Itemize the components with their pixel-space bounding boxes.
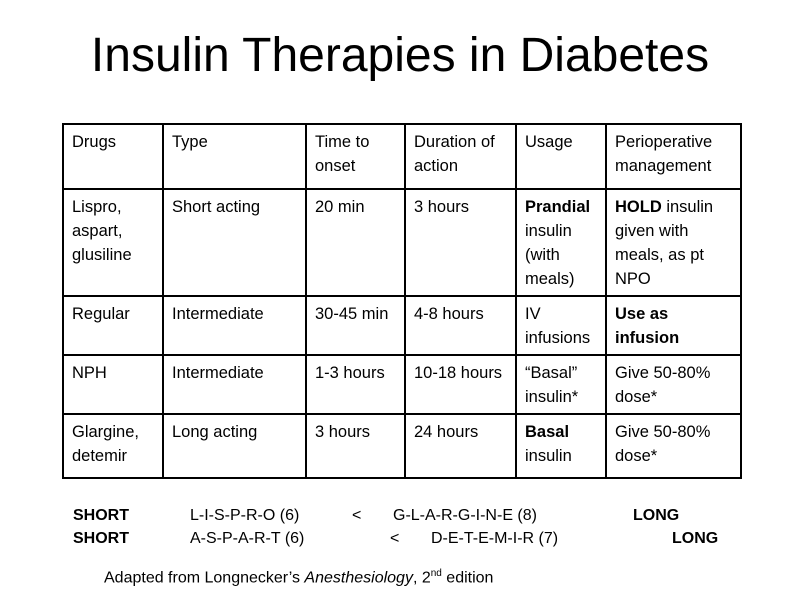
periop-text: insulin given with meals, as pt NPO (615, 198, 714, 288)
less-than-symbol: < (390, 530, 400, 547)
source-citation: Adapted from Longnecker’s Anesthesiology… (104, 568, 493, 587)
periop-text: Give 50-80% dose* (615, 423, 711, 465)
cell-drugs: Glargine, detemir (62, 413, 164, 479)
usage-text: IV infusions (525, 305, 591, 347)
cell-usage: Basal insulin (515, 413, 607, 479)
header-onset: Time to onset (305, 123, 406, 190)
cell-duration: 3 hours (404, 188, 517, 297)
cell-type: Long acting (162, 413, 307, 479)
header-duration: Duration of action (404, 123, 517, 190)
less-than-symbol: < (352, 507, 362, 524)
header-usage: Usage (515, 123, 607, 190)
short-drug: L-I-S-P-R-O (6) (190, 507, 300, 524)
usage-text: insulin (with meals) (525, 222, 575, 288)
insulin-table: Drugs Type Time to onset Duration of act… (62, 123, 742, 479)
cell-duration: 24 hours (404, 413, 517, 479)
table-row: Regular Intermediate 30-45 min 4-8 hours… (62, 295, 742, 356)
short-drug: A-S-P-A-R-T (6) (190, 530, 305, 547)
cell-periop: HOLD insulin given with meals, as pt NPO (605, 188, 742, 297)
table-row: Glargine, detemir Long acting 3 hours 24… (62, 413, 742, 479)
table-row: NPH Intermediate 1-3 hours 10-18 hours “… (62, 354, 742, 415)
cell-type: Intermediate (162, 295, 307, 356)
short-label: SHORT (73, 507, 129, 524)
short-label: SHORT (73, 530, 129, 547)
cell-drugs: Lispro, aspart, glusiline (62, 188, 164, 297)
cell-drugs: NPH (62, 354, 164, 415)
cell-type: Short acting (162, 188, 307, 297)
citation-prefix: Adapted from Longnecker’s (104, 569, 305, 587)
cell-usage: IV infusions (515, 295, 607, 356)
long-label: LONG (672, 530, 719, 547)
long-drug: D-E-T-E-M-I-R (7) (431, 530, 559, 547)
periop-emphasis: HOLD (615, 198, 662, 216)
cell-drugs: Regular (62, 295, 164, 356)
cell-onset: 30-45 min (305, 295, 406, 356)
table-row: Lispro, aspart, glusiline Short acting 2… (62, 188, 742, 297)
periop-text: Give 50-80% dose* (615, 364, 711, 406)
cell-periop: Use as infusion (605, 295, 742, 356)
cell-usage: Prandial insulin (with meals) (515, 188, 607, 297)
cell-periop: Give 50-80% dose* (605, 413, 742, 479)
citation-book-title: Anesthesiology (304, 569, 413, 587)
cell-onset: 3 hours (305, 413, 406, 479)
long-label: LONG (633, 507, 680, 524)
cell-usage: “Basal” insulin* (515, 354, 607, 415)
header-type: Type (162, 123, 307, 190)
citation-superscript: nd (430, 568, 442, 579)
header-drugs: Drugs (62, 123, 164, 190)
cell-onset: 1-3 hours (305, 354, 406, 415)
cell-duration: 4-8 hours (404, 295, 517, 356)
usage-text: insulin (525, 447, 572, 465)
citation-suffix: edition (441, 569, 494, 587)
cell-onset: 20 min (305, 188, 406, 297)
cell-type: Intermediate (162, 354, 307, 415)
long-drug: G-L-A-R-G-I-N-E (8) (393, 507, 537, 524)
usage-emphasis: Basal (525, 423, 570, 441)
usage-text: “Basal” insulin* (525, 364, 579, 406)
citation-separator: , 2 (412, 569, 431, 587)
table-header-row: Drugs Type Time to onset Duration of act… (62, 123, 742, 190)
cell-periop: Give 50-80% dose* (605, 354, 742, 415)
periop-emphasis: Use as infusion (615, 305, 680, 347)
usage-emphasis: Prandial (525, 198, 591, 216)
cell-duration: 10-18 hours (404, 354, 517, 415)
header-periop: Perioperative management (605, 123, 742, 190)
slide-title: Insulin Therapies in Diabetes (90, 29, 710, 82)
